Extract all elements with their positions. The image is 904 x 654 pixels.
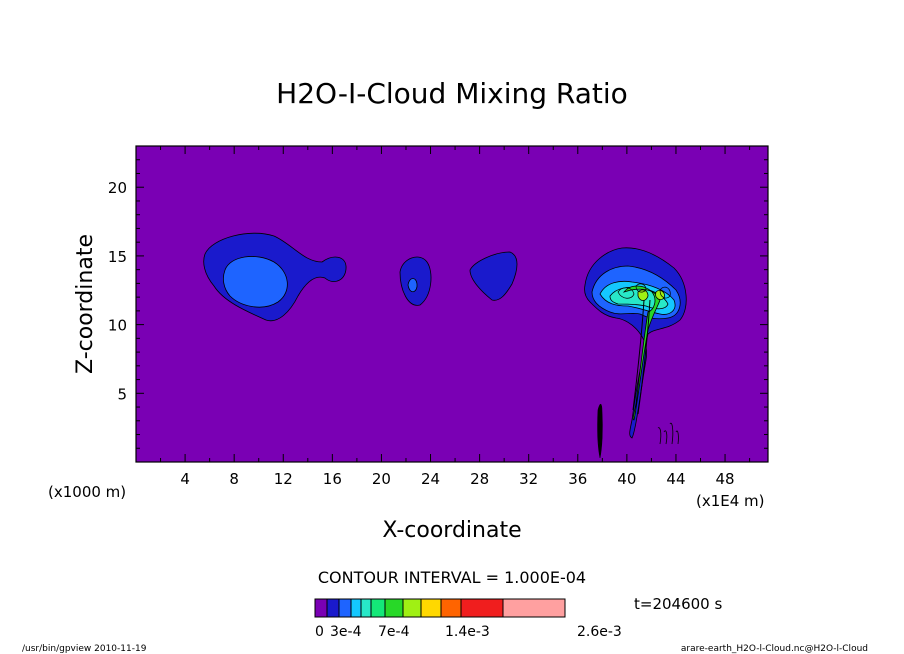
- x-tick-label: 40: [617, 470, 636, 488]
- x-tick-label: 36: [568, 470, 587, 488]
- colorbar-label: 1.4e-3: [445, 624, 490, 640]
- y-tick-label: 5: [117, 385, 127, 403]
- contour-small-blobs: [657, 422, 679, 445]
- x-tick-label: 4: [180, 470, 190, 488]
- contour-line-updraft: [632, 299, 651, 415]
- footer-right: arare-earth_H2O-l-Cloud.nc@H2O-l-Cloud: [681, 644, 868, 654]
- y-tick-label: 20: [108, 179, 127, 197]
- contour-thin-column: [597, 403, 603, 459]
- x-tick-label: 20: [372, 470, 391, 488]
- contour-fill-level-2: [223, 256, 288, 308]
- x-tick-marks: [160, 146, 751, 462]
- contour-fill-level-1: [469, 251, 518, 301]
- contour-fill-level-5: [622, 285, 661, 421]
- low-level-features: [597, 403, 679, 459]
- x-tick-label: 44: [666, 470, 685, 488]
- cloud-x29: [469, 251, 518, 301]
- plot-frame: [135, 145, 769, 463]
- time-text: t=204600 s: [634, 595, 722, 613]
- y-axis-label: Z-coordinate: [73, 234, 98, 374]
- colorbar-label: 3e-4: [330, 624, 362, 640]
- x-tick-label: 16: [323, 470, 342, 488]
- plot-area: [135, 145, 769, 463]
- x-tick-label: 48: [716, 470, 735, 488]
- y-tick-marks: [136, 159, 768, 449]
- colorbar-segment: [326, 598, 340, 618]
- footer-left: /usr/bin/gpview 2010-11-19: [22, 644, 147, 654]
- colorbar-segment: [440, 598, 462, 618]
- colorbar-labels: 0 3e-4 7e-4 1.4e-3 2.6e-3: [315, 624, 622, 640]
- colorbar-label: 2.6e-3: [577, 624, 622, 640]
- y-tick-label: 15: [108, 248, 127, 266]
- cloud-x10: [203, 232, 347, 322]
- colorbar-segment: [384, 598, 404, 618]
- colorbar-segment: [338, 598, 352, 618]
- y-tick-label: 10: [108, 317, 127, 335]
- contour-ring-group: [617, 283, 671, 299]
- colorbar-segment: [502, 598, 566, 618]
- x-tick-label: 28: [470, 470, 489, 488]
- colorbar-label: 7e-4: [378, 624, 410, 640]
- contour-fill-level-6: [637, 289, 649, 301]
- x-axis-label: X-coordinate: [382, 518, 521, 543]
- colorbar-segment: [360, 598, 372, 618]
- contour-fill-level-2: [407, 278, 418, 293]
- colorbar-segment: [370, 598, 386, 618]
- contour-interval-text: CONTOUR INTERVAL = 1.000E-04: [318, 568, 586, 587]
- colorbar-segment: [314, 598, 328, 618]
- colorbar-segment: [402, 598, 422, 618]
- colorbar-segment: [420, 598, 442, 618]
- x-tick-label: 32: [519, 470, 538, 488]
- x-unit-left: (x1000 m): [48, 483, 126, 501]
- y-tick-labels: 5 10 15 20: [108, 179, 127, 403]
- colorbar-label: 0: [315, 624, 324, 640]
- colorbar-segment: [350, 598, 362, 618]
- x-tick-labels: 4 8 12 16 20 24 28 32 36 40 44 48: [180, 470, 734, 488]
- chart-title: H2O-I-Cloud Mixing Ratio: [276, 77, 628, 110]
- colorbar: [314, 598, 566, 618]
- cloud-x41: [584, 247, 687, 439]
- x-unit-right: (x1E4 m): [696, 492, 765, 510]
- cloud-x22: [399, 256, 432, 306]
- x-tick-label: 12: [274, 470, 293, 488]
- colorbar-segment: [460, 598, 504, 618]
- x-tick-label: 8: [229, 470, 239, 488]
- x-tick-label: 24: [421, 470, 440, 488]
